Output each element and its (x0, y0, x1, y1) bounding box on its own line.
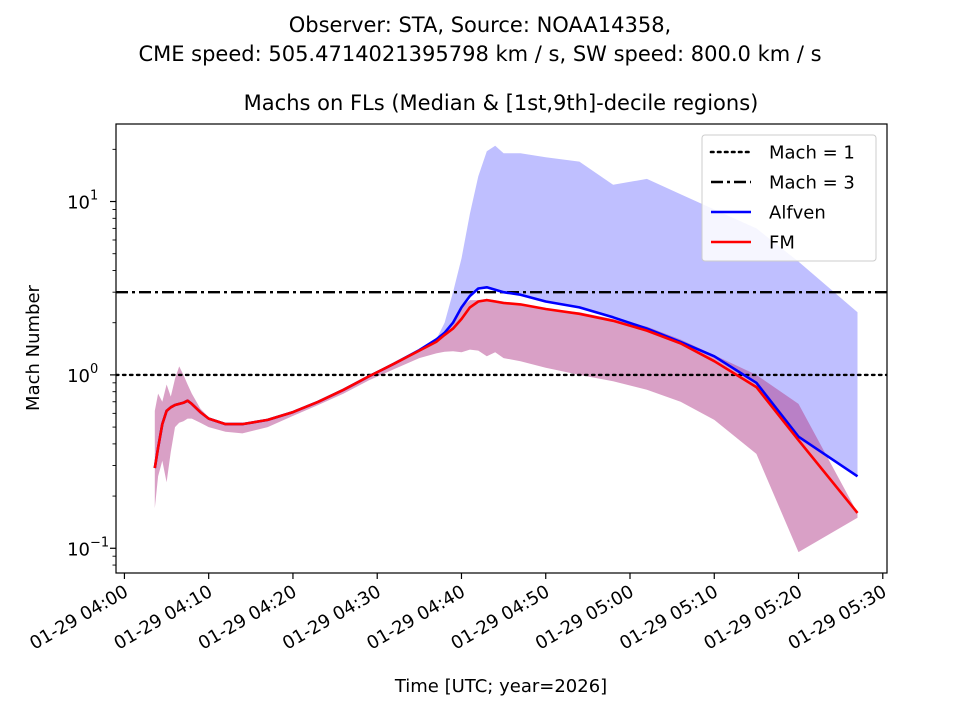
legend-label: Mach = 3 (769, 173, 855, 194)
median-line-fm (153, 298, 859, 514)
decile-fill-regions (154, 145, 858, 553)
legend-label: Mach = 1 (769, 143, 855, 164)
suptitle-line-2: CME speed: 505.4714021395798 km / s, SW … (138, 42, 821, 66)
y-tick-label: 10 (67, 539, 90, 560)
median-lines (153, 285, 859, 514)
legend-box (701, 134, 877, 262)
fill-region-alfven (154, 145, 858, 477)
y-axis-label: Mach Number (23, 284, 44, 410)
legend-label: Alfven (769, 203, 826, 224)
suptitle-line-1: Observer: STA, Source: NOAA14358, (289, 13, 672, 37)
fill-region-fm (154, 298, 858, 553)
legend: Mach = 1 Mach = 3 Alfven FM (701, 134, 877, 262)
y-tick-exponent: −1 (90, 535, 109, 550)
y-tick-exponent: 1 (90, 189, 98, 204)
plot-frame (115, 123, 888, 574)
y-tick-label: 10 (67, 366, 90, 387)
y-tick-label: 10 (67, 193, 90, 214)
x-axis-label: Time [UTC; year=2026] (394, 676, 607, 697)
legend-label: FM (769, 233, 795, 254)
y-tick-exponent: 0 (90, 362, 98, 377)
chart-title: Machs on FLs (Median & [1st,9th]-decile … (244, 91, 759, 115)
